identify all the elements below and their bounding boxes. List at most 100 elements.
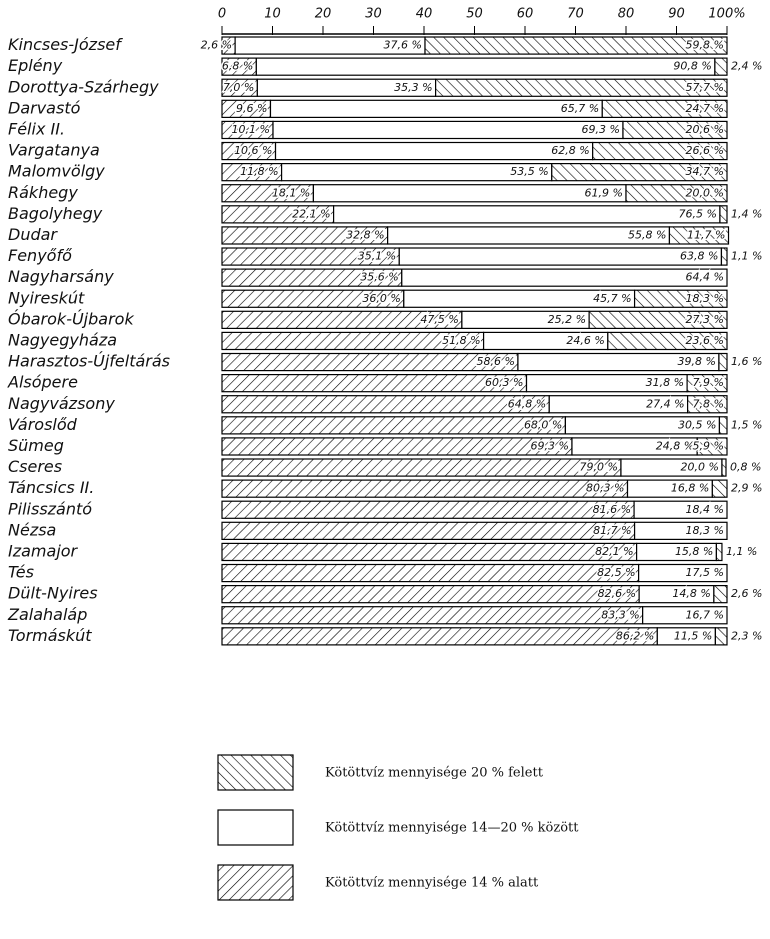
x-tick-label: 90 [668, 7, 685, 22]
value-label: 5,9 % [693, 439, 724, 452]
value-label: 63,8 % [680, 250, 718, 263]
x-tick-label: 100% [708, 7, 745, 22]
category-label: Nézsa [8, 520, 56, 539]
x-tick-label: 0 [218, 7, 226, 22]
bar-segment [601, 99, 728, 119]
bar-segment [221, 584, 640, 604]
value-label: 35,6 % [360, 271, 398, 284]
bar-segment [625, 184, 728, 203]
value-label: 65,7 % [561, 102, 599, 115]
value-label: 64,8 % [508, 397, 546, 410]
value-label: 35,1 % [358, 250, 396, 263]
value-label: 82,1 % [595, 545, 633, 558]
bar-segment [721, 458, 727, 477]
value-label: 59,8 % [686, 39, 724, 52]
value-label: 0,8 % [730, 461, 761, 474]
value-label: 35,3 % [394, 81, 432, 94]
value-label: 32,8 % [346, 228, 384, 241]
category-label: Tés [8, 563, 34, 582]
category-label: Cseres [8, 457, 62, 476]
value-label: 27,4 % [646, 397, 684, 410]
bar-segment [633, 521, 728, 540]
x-tick-label: 50 [466, 7, 483, 22]
value-label: 17,5 % [686, 566, 724, 579]
value-label: 1,5 % [731, 418, 762, 431]
bar-segment [221, 627, 658, 646]
bar-segment [312, 184, 627, 203]
value-label: 58,6 % [476, 355, 514, 368]
bar-segment [715, 542, 723, 562]
value-label: 31,8 % [646, 376, 684, 389]
category-label: Tormáskút [8, 626, 92, 645]
value-label: 81,6 % [593, 503, 631, 516]
category-label: Sümeg [8, 436, 64, 455]
value-label: 60,3 % [485, 376, 523, 389]
value-label: 45,7 % [593, 292, 631, 305]
category-label: Pilisszántó [8, 499, 92, 518]
value-label: 18,3 % [686, 292, 724, 305]
value-label: 11,8 % [240, 165, 278, 178]
bar-segment [221, 352, 519, 372]
bar-segment [714, 57, 728, 76]
legend-label: Kötöttvíz mennyisége 14 % alatt [325, 876, 539, 891]
value-label: 16,7 % [686, 608, 724, 621]
bar-segment [221, 500, 635, 519]
bar-segment [633, 289, 728, 308]
category-label: Táncsics II. [8, 478, 94, 497]
value-label: 18,3 % [686, 524, 724, 537]
value-label: 6,8 % [222, 60, 253, 73]
value-label: 24,8 % [656, 439, 694, 452]
category-label: Félix II. [8, 119, 65, 138]
value-label: 61,9 % [585, 186, 623, 199]
value-label: 30,5 % [678, 418, 716, 431]
legend-label: Kötöttvíz mennyisége 20 % felett [325, 766, 544, 781]
value-label: 82,5 % [597, 566, 635, 579]
bar-segment [719, 205, 728, 224]
value-label: 18,1 % [272, 186, 310, 199]
value-label: 14,8 % [672, 587, 710, 600]
value-label: 83,3 % [601, 608, 639, 621]
x-tick-label: 30 [365, 7, 382, 22]
bar-segment [711, 479, 728, 498]
value-label: 1,1 % [731, 250, 762, 263]
bar-segment [221, 521, 636, 540]
value-label: 69,3 % [531, 439, 569, 452]
x-tick-label: 80 [618, 7, 635, 22]
category-label: Városlőd [8, 415, 78, 434]
value-label: 80,3 % [586, 482, 624, 495]
bar-segment [720, 247, 728, 266]
value-label: 20,6 % [686, 123, 724, 136]
value-label: 53,5 % [510, 165, 548, 178]
x-tick-label: 20 [315, 7, 332, 22]
value-label: 57,7 % [686, 81, 724, 94]
value-label: 27,3 % [686, 313, 724, 326]
bar-segment [718, 352, 728, 372]
bar-segment [668, 226, 730, 245]
category-label: Nagyegyháza [8, 330, 117, 349]
value-label: 82,6 % [598, 587, 636, 600]
bar-segment [221, 542, 638, 562]
value-label: 11,7 % [687, 228, 725, 241]
category-label: Nyireskút [8, 288, 85, 307]
bar-segment [221, 458, 622, 477]
category-label: Óbarok-Újbarok [8, 309, 134, 328]
bar-segment [642, 606, 728, 625]
bar-segment [274, 141, 594, 161]
value-label: 55,8 % [628, 228, 666, 241]
bar-segment [696, 437, 728, 456]
value-label: 20,0 % [686, 186, 724, 199]
category-label: Eplény [8, 56, 63, 75]
bar-segment [221, 416, 566, 435]
value-label: 7,8 % [693, 397, 724, 410]
bar-segment [714, 627, 728, 646]
value-label: 10,6 % [234, 144, 272, 157]
category-label: Rákhegy [8, 183, 78, 202]
bar-segment [424, 36, 728, 55]
value-label: 2,9 % [731, 482, 762, 495]
value-label: 39,8 % [677, 355, 715, 368]
bar-segment [592, 141, 728, 161]
bar-segment [551, 163, 728, 182]
x-tick-label: 70 [567, 7, 584, 22]
legend-swatch [217, 809, 294, 846]
category-label: Nagyvázsony [8, 394, 115, 413]
